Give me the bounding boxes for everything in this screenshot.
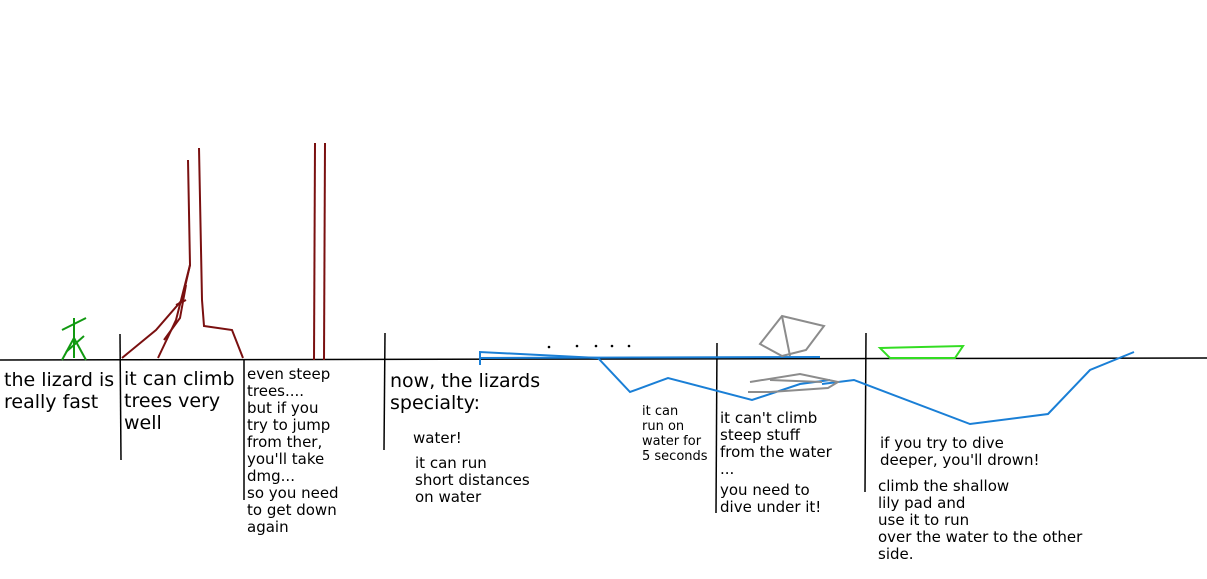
note-climb-trees: it can climb trees very well <box>124 368 235 434</box>
note-run-short-distances: it can run short distances on water <box>415 454 530 506</box>
ellipsis-dots <box>547 344 631 349</box>
note-five-seconds: it can run on water for 5 seconds <box>642 404 708 464</box>
ground-line <box>0 357 1207 361</box>
lizard-stick-figure-icon <box>61 317 87 361</box>
note-cant-climb: it can't climb steep stuff from the wate… <box>720 409 832 478</box>
tree-icon <box>121 147 244 359</box>
note-lizard-specialty: now, the lizards specialty: <box>390 370 541 414</box>
lily-pad-icon <box>877 344 965 359</box>
section-dividers <box>119 332 867 514</box>
note-steep-trees: even steep trees.... but if you try to j… <box>247 365 339 536</box>
water-body <box>479 350 1135 426</box>
note-lily-pad: climb the shallow lily pad and use it to… <box>878 477 1083 563</box>
note-lizard-fast: the lizard is really fast <box>4 369 115 413</box>
note-dive-under: you need to dive under it! <box>720 481 822 516</box>
steep-tree-icon <box>313 142 326 361</box>
note-water-title: water! <box>413 429 462 447</box>
rock-formation-icon <box>748 314 841 393</box>
note-drown: if you try to dive deeper, you'll drown! <box>880 434 1040 469</box>
